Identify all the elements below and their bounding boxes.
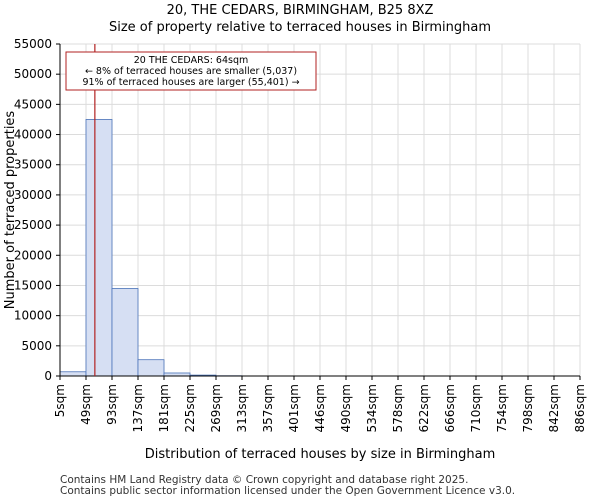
x-tick-label: 269sqm bbox=[209, 384, 223, 432]
x-tick-label: 754sqm bbox=[495, 384, 509, 432]
x-tick-label: 534sqm bbox=[365, 384, 379, 432]
x-axis-ticks: 5sqm 49sqm 93sqm 137sqm 181sqm 225sqm 269sqm 31… bbox=[53, 376, 587, 432]
bar-93sqm bbox=[111, 288, 139, 377]
bar-49sqm bbox=[85, 119, 113, 377]
y-tick-label: 35000 bbox=[14, 158, 52, 172]
annotation-line3: 91% of terraced houses are larger (55,40… bbox=[82, 77, 299, 88]
y-tick-label: 45000 bbox=[14, 97, 52, 111]
chart-subtitle: Size of property relative to terraced ho… bbox=[108, 20, 492, 35]
x-tick-label: 137sqm bbox=[131, 384, 145, 432]
x-tick-label: 357sqm bbox=[261, 384, 275, 432]
x-tick-label: 5sqm bbox=[53, 384, 67, 417]
x-tick-label: 622sqm bbox=[417, 384, 431, 432]
bars bbox=[59, 119, 451, 377]
y-tick-label: 25000 bbox=[14, 218, 52, 232]
annotation-frame bbox=[65, 51, 317, 91]
x-tick-label: 225sqm bbox=[183, 384, 197, 432]
x-tick-label: 401sqm bbox=[287, 384, 301, 432]
x-tick-label: 490sqm bbox=[339, 384, 353, 432]
x-tick-label: 49sqm bbox=[79, 384, 93, 425]
footer-licence: Contains public sector information licen… bbox=[60, 485, 516, 497]
y-tick-label: 15000 bbox=[14, 278, 52, 292]
x-tick-label: 886sqm bbox=[573, 384, 587, 432]
bar-137sqm bbox=[137, 359, 165, 377]
x-tick-label: 798sqm bbox=[521, 384, 535, 432]
footer-copyright: Contains HM Land Registry data © Crown c… bbox=[60, 474, 469, 486]
annotation-line1: 20 THE CEDARS: 64sqm bbox=[134, 55, 249, 66]
x-tick-label: 666sqm bbox=[443, 384, 457, 432]
y-tick-label: 50000 bbox=[14, 67, 52, 81]
y-tick-label: 30000 bbox=[14, 188, 52, 202]
annotation-box: 20 THE CEDARS: 64sqm← 8% of terraced hou… bbox=[65, 51, 317, 91]
x-tick-label: 181sqm bbox=[157, 384, 171, 432]
y-tick-label: 10000 bbox=[14, 309, 52, 323]
annotation-line2: ← 8% of terraced houses are smaller (5,0… bbox=[85, 66, 297, 77]
y-tick-label: 40000 bbox=[14, 128, 52, 142]
chart-title: 20, THE CEDARS, BIRMINGHAM, B25 8XZ bbox=[166, 3, 434, 18]
x-tick-label: 842sqm bbox=[547, 384, 561, 432]
x-axis-label: Distribution of terraced houses by size … bbox=[145, 447, 495, 462]
x-tick-label: 578sqm bbox=[391, 384, 405, 432]
x-tick-label: 446sqm bbox=[313, 384, 327, 432]
y-axis-ticks: 0 5000 10000 15000 20000 25000 30000 35000 40000… bbox=[14, 37, 60, 383]
y-axis-label: Number of terraced properties bbox=[3, 111, 18, 310]
bar-5sqm bbox=[59, 371, 87, 377]
y-tick-label: 20000 bbox=[14, 248, 52, 262]
y-tick-label: 0 bbox=[44, 369, 52, 383]
y-tick-label: 55000 bbox=[14, 37, 52, 51]
x-tick-label: 93sqm bbox=[105, 384, 119, 425]
x-tick-label: 710sqm bbox=[469, 384, 483, 432]
x-tick-label: 313sqm bbox=[235, 384, 249, 432]
y-tick-label: 5000 bbox=[21, 339, 52, 353]
